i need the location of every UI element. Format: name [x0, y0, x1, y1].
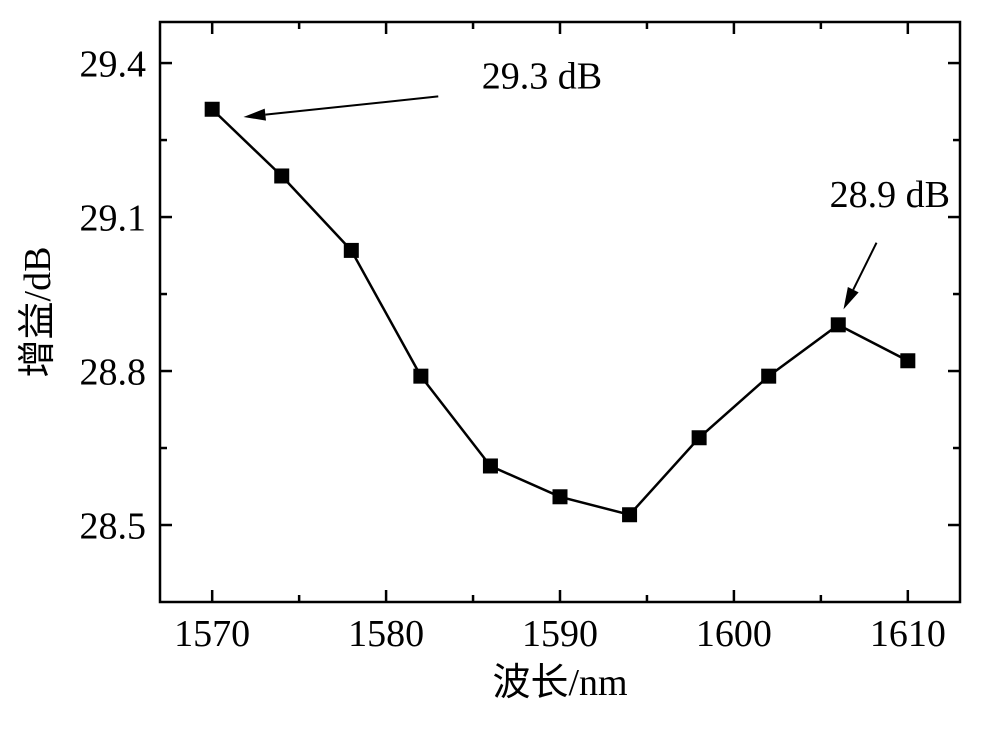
data-marker — [831, 318, 845, 332]
y-tick-label: 28.5 — [80, 505, 147, 547]
y-tick-label: 28.8 — [80, 351, 147, 393]
data-marker — [901, 354, 915, 368]
y-tick-label: 29.1 — [80, 197, 147, 239]
data-marker — [623, 508, 637, 522]
data-marker — [553, 490, 567, 504]
chart-bg — [0, 0, 1000, 734]
annotation-label: 29.3 dB — [482, 56, 602, 98]
data-marker — [205, 102, 219, 116]
data-marker — [692, 431, 706, 445]
x-axis-title: 波长/nm — [492, 662, 627, 704]
x-tick-label: 1570 — [174, 613, 250, 655]
y-axis-title: 增益/dB — [17, 247, 59, 378]
x-tick-label: 1600 — [696, 613, 772, 655]
y-tick-label: 29.4 — [80, 43, 147, 85]
data-marker — [414, 369, 428, 383]
chart-svg: 1570 1580 1590 1600 1610 28.5 28.8 29.1 29.4 波长/n… — [0, 0, 1000, 734]
x-tick-label: 1590 — [522, 613, 598, 655]
gain-vs-wavelength-chart: 1570 1580 1590 1600 1610 28.5 28.8 29.1 29.4 波长/n… — [0, 0, 1000, 734]
x-tick-label: 1610 — [870, 613, 946, 655]
data-marker — [762, 369, 776, 383]
annotation-label: 28.9 dB — [830, 174, 950, 216]
data-marker — [344, 243, 358, 257]
data-marker — [483, 459, 497, 473]
data-marker — [275, 169, 289, 183]
x-tick-label: 1580 — [348, 613, 424, 655]
